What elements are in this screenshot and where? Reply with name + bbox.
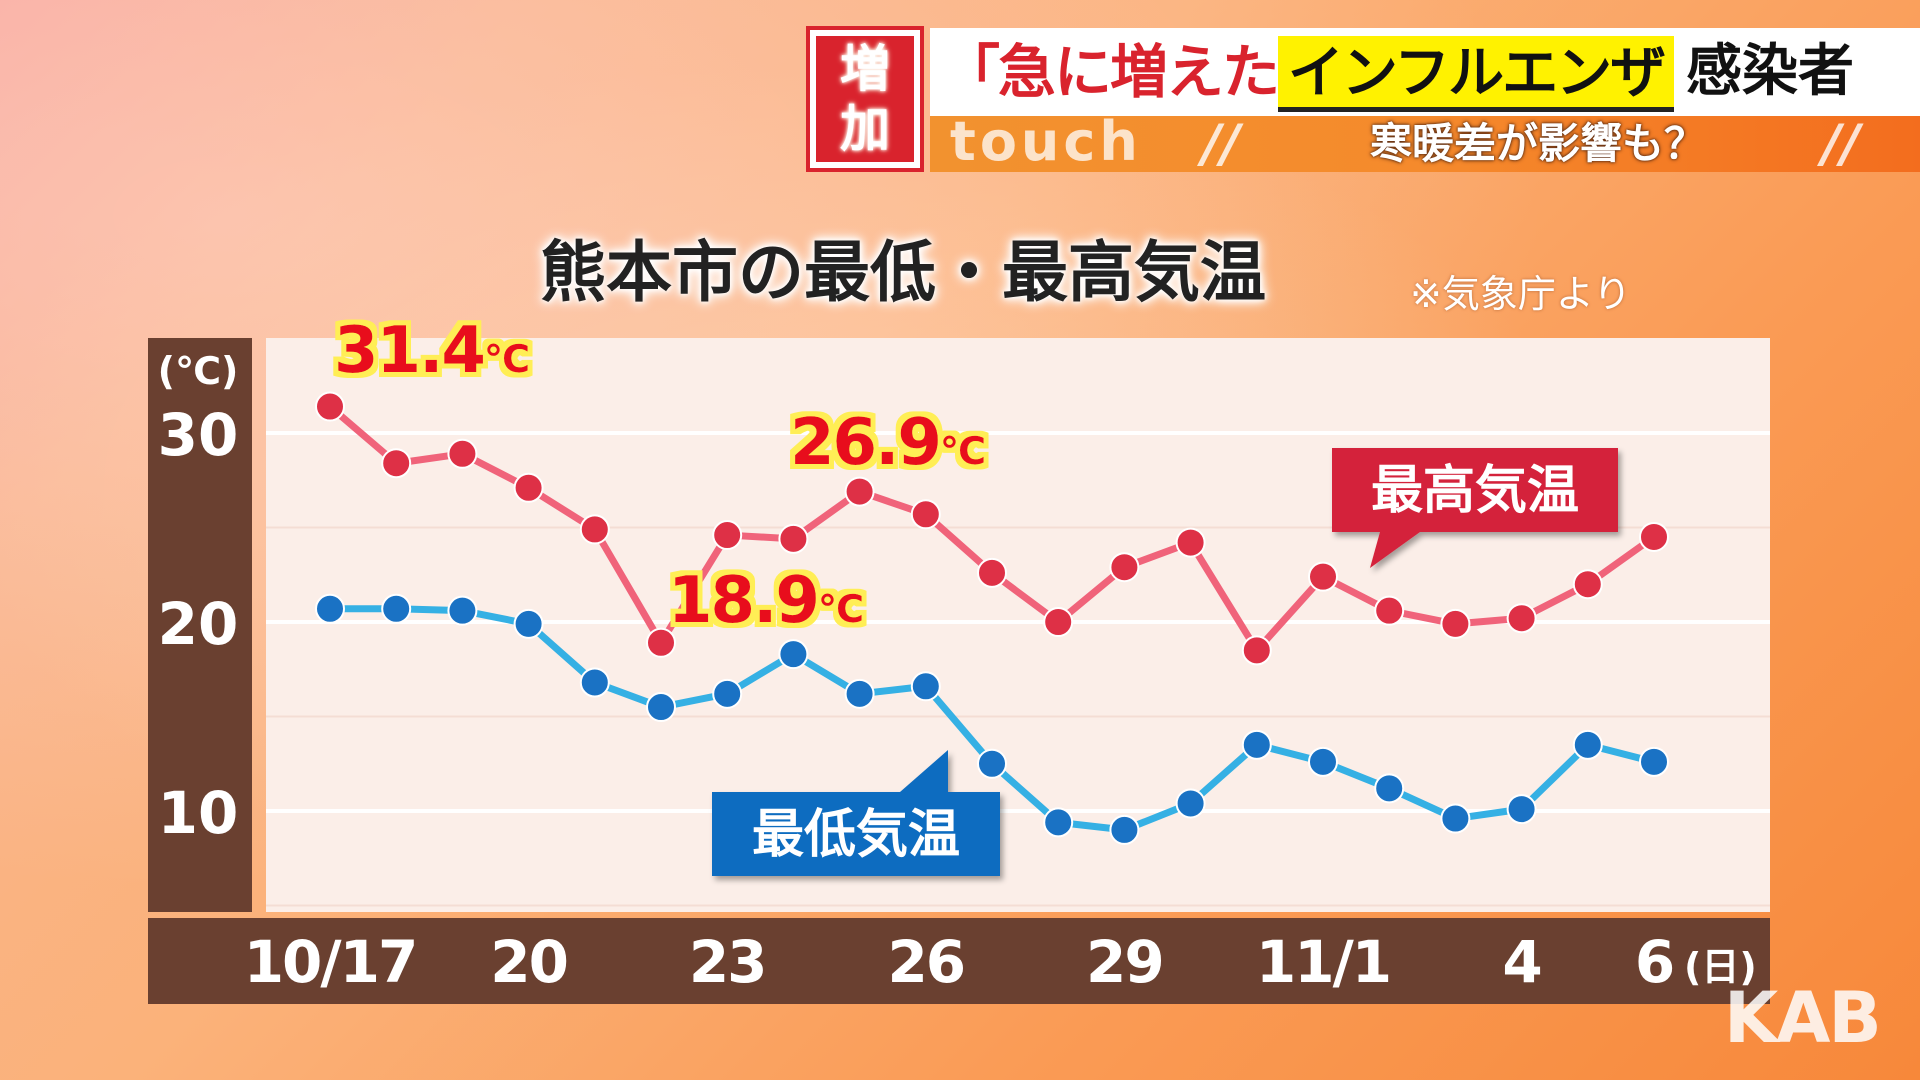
data-point-min [910,671,941,702]
data-point-max [646,627,676,658]
source-note: ※気象庁より [1410,272,1632,316]
data-point-max [513,472,544,503]
data-point-min [844,678,875,709]
x-tick-label: 26 [887,928,964,996]
legend-label: 最高気温 [1371,461,1579,521]
increase-badge: 増 加 [806,26,924,172]
data-point-max [1043,607,1074,637]
plot-area [266,338,1770,912]
data-point-max [1241,635,1272,666]
data-point-min [712,678,743,709]
y-tick-label: 20 [158,590,239,658]
data-point-max [844,476,875,507]
data-point-min [977,748,1007,779]
value-unit: ℃ [818,587,862,631]
data-point-min [1572,729,1603,760]
data-point-max [381,448,412,479]
legend-box [712,792,1000,876]
data-point-min [1175,788,1206,819]
value-unit: ℃ [940,429,984,473]
x-tick-suffix: (日) [1684,945,1757,989]
x-tick-label: 4 [1502,928,1540,996]
data-point-max [315,391,345,422]
kab-logo: KAB [1724,977,1882,1059]
y-axis-band [148,338,252,912]
data-point-max [778,523,809,554]
data-point-min [1440,803,1471,834]
y-tick-label: 10 [158,779,239,847]
y-axis-unit: (℃) [158,349,239,393]
data-point-max [1109,552,1140,583]
decor-slashes-right: // [1822,114,1860,174]
data-point-min [1639,746,1669,777]
data-point-max [977,557,1007,588]
y-tick-label: 30 [158,401,239,469]
legend-label: 最低気温 [752,805,960,865]
data-point-max [712,520,743,551]
data-point-max [1506,603,1537,634]
data-point-max [447,438,478,469]
legend-max: 最高気温 [1332,448,1618,568]
data-point-min [579,667,610,698]
data-point-max [1308,561,1338,592]
data-point-min [1043,807,1074,838]
data-point-min [1374,773,1405,804]
badge-char-1: 増 [840,40,890,98]
x-tick-label: 29 [1086,928,1163,996]
data-point-max [1440,608,1471,639]
data-point-min [381,593,412,624]
legend-box [1332,448,1618,532]
badge-char-2: 加 [840,100,890,158]
x-tick-label: 6 [1635,928,1673,996]
x-tick-label: 23 [689,928,766,996]
headline-influenza: インフルエンザ [1278,36,1674,112]
data-point-min [1109,814,1140,845]
subtitle-banner [930,116,1920,172]
data-point-min [1308,746,1338,777]
x-tick-label: 11/1 [1256,928,1390,996]
data-point-max [1639,521,1669,552]
data-point-max [1374,595,1405,626]
x-tick-label: 20 [490,928,567,996]
decor-slashes: // [1202,114,1240,174]
data-point-max [910,499,941,530]
headline-quote: 「急に増えた」 [942,38,1336,106]
legend-min: 最低気温 [712,750,1000,876]
data-point-min [1506,794,1537,825]
data-point-max [1572,569,1603,600]
value-annotation: 31.4℃ [334,314,528,388]
x-tick-label: 10/17 [244,928,417,996]
data-point-min [513,608,544,639]
data-point-min [315,593,345,624]
chart-title: 熊本市の最低・最高気温 [540,234,1266,311]
program-name: touch [950,110,1142,173]
data-point-max [1175,527,1206,558]
headline-subtitle: 寒暖差が影響も？ [1370,119,1707,168]
legend-pointer [1370,532,1420,568]
data-point-max [579,514,610,545]
data-point-min [447,595,478,626]
data-point-min [778,639,809,670]
value-unit: ℃ [484,337,528,381]
headline-infected: 感染者 [1686,39,1854,104]
legend-pointer [900,750,948,792]
x-axis-band [148,918,1770,1004]
data-point-min [646,692,676,723]
data-point-min [1241,729,1272,760]
